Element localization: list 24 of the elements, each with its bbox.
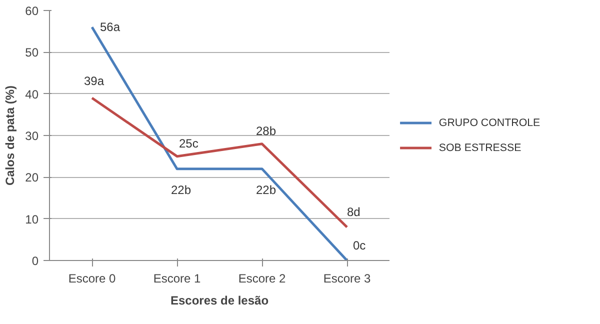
data-label: 56a [100, 20, 120, 34]
y-axis-title: Calos de pata (%) [3, 85, 18, 186]
legend-label: GRUPO CONTROLE [438, 117, 540, 129]
y-tick-label: 0 [32, 254, 39, 268]
x-tick-label: Escore 3 [323, 272, 372, 286]
x-axis-title: Escores de lesão [170, 294, 269, 308]
y-tick-label: 50 [25, 46, 39, 60]
data-label: 0c [353, 238, 366, 252]
data-label: 22b [171, 182, 192, 197]
y-tick-label: 30 [25, 129, 39, 143]
line-series [90, 96, 348, 228]
y-tick-label: 60 [25, 4, 39, 18]
x-tick-label: Escore 1 [153, 272, 202, 286]
legend-label: SOB ESTRESSE [438, 142, 522, 154]
y-tick-label: 20 [25, 170, 39, 185]
y-tick-label: 40 [25, 87, 39, 102]
x-tick-label: Escore 0 [68, 272, 116, 286]
data-label: 22b [256, 182, 276, 197]
data-label: 28b [256, 124, 276, 138]
x-tick-label: Escore 2 [238, 272, 286, 286]
y-tick-label: 10 [25, 212, 39, 226]
data-label: 8d [347, 205, 360, 220]
data-label: 25c [179, 136, 198, 150]
data-label: 39a [84, 74, 104, 88]
